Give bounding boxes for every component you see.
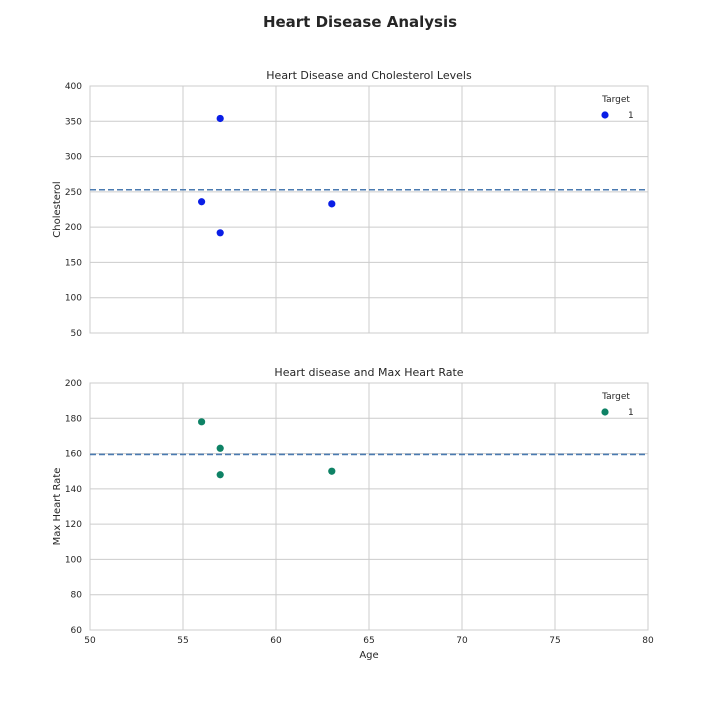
legend-marker [601, 111, 609, 119]
y-axis-label: Cholesterol [52, 181, 63, 237]
y-tick-label: 160 [65, 450, 82, 460]
y-tick-label: 150 [65, 258, 82, 268]
y-tick-label: 140 [65, 485, 82, 495]
chart-panel-1: 50 100 150 200 250 300 350 400 Heart Disease and… [52, 69, 649, 339]
data-point [198, 198, 206, 206]
x-tick-label: 50 [84, 636, 96, 646]
y-tick-label: 350 [65, 117, 82, 127]
plot-frame [89, 85, 649, 334]
chart-title: Heart disease and Max Heart Rate [274, 366, 463, 379]
legend-title: Target [601, 95, 630, 105]
y-tick-label: 200 [65, 223, 82, 233]
y-tick-label: 300 [65, 153, 82, 163]
y-tick-label: 200 [65, 379, 82, 389]
data-point [216, 471, 224, 479]
y-tick-label: 400 [65, 82, 82, 92]
x-tick-label: 55 [177, 636, 188, 646]
y-tick-label: 80 [71, 591, 83, 601]
y-tick-label: 100 [65, 294, 82, 304]
x-tick-label: 65 [363, 636, 374, 646]
x-tick-label: 60 [270, 636, 282, 646]
y-tick-label: 180 [65, 414, 82, 424]
data-point [216, 444, 224, 452]
y-tick-label: 50 [71, 329, 83, 339]
legend-title: Target [601, 392, 630, 402]
y-tick-label: 60 [71, 626, 83, 636]
data-point [198, 418, 206, 426]
data-point [216, 114, 224, 123]
chart-title: Heart Disease and Cholesterol Levels [266, 69, 472, 82]
legend-entry: 1 [628, 111, 634, 121]
x-tick-label: 80 [642, 636, 654, 646]
x-axis-label: Age [359, 650, 378, 661]
y-tick-label: 250 [65, 188, 82, 198]
y-tick-label: 120 [65, 520, 82, 530]
legend-marker [601, 408, 609, 416]
data-point [328, 200, 336, 208]
y-axis-label: Max Heart Rate [52, 468, 63, 546]
x-tick-label: 75 [549, 636, 560, 646]
plot-frame [89, 382, 649, 631]
y-tick-label: 100 [65, 555, 82, 565]
data-point [216, 229, 224, 237]
x-tick-label: 70 [456, 636, 468, 646]
legend-entry: 1 [628, 408, 634, 418]
chart-panel-2: 60 80 100 120 140 160 180 200 50 55 60 65 70 75 80 Hear… [52, 366, 654, 661]
data-point [328, 467, 336, 475]
figure-title: Heart Disease Analysis [263, 13, 457, 31]
